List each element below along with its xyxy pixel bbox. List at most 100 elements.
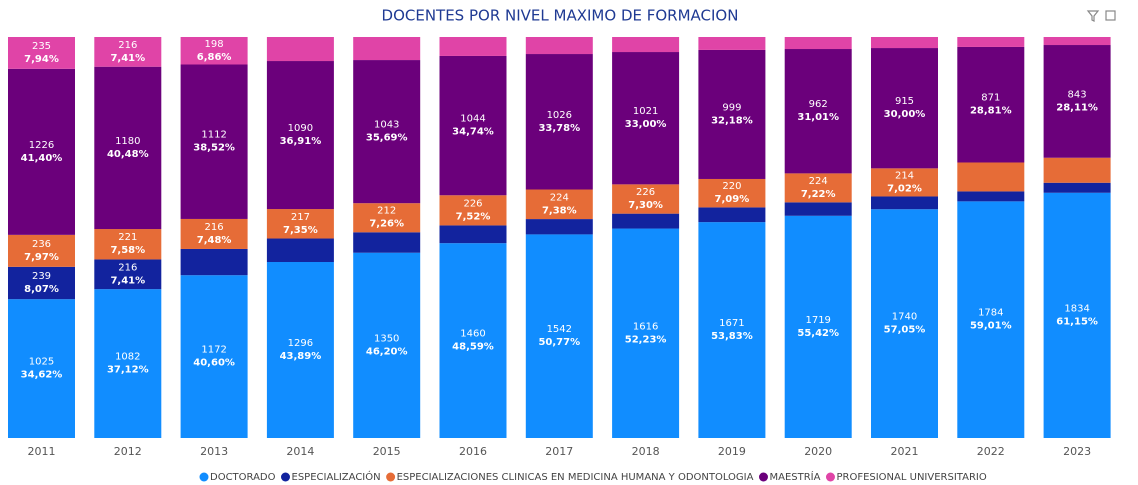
legend-marker <box>281 472 290 482</box>
percent-label: 7,38% <box>542 205 577 216</box>
data-label: 235 <box>32 41 51 52</box>
bar-segment <box>612 228 680 438</box>
data-label: 224 <box>809 176 828 187</box>
bar-segment <box>8 68 75 235</box>
percent-label: 7,94% <box>24 54 59 65</box>
percent-label: 37,12% <box>107 365 149 376</box>
data-label: 1784 <box>978 308 1003 319</box>
x-tick-label: 2012 <box>114 445 142 458</box>
bar-segment <box>94 66 162 230</box>
percent-label: 31,01% <box>797 112 839 123</box>
data-label: 224 <box>550 192 569 203</box>
percent-label: 34,62% <box>21 370 63 381</box>
bar-segment <box>353 232 421 253</box>
legend-marker <box>758 472 768 482</box>
percent-label: 7,41% <box>110 53 145 64</box>
bar-segment <box>871 196 938 210</box>
bar-segment <box>784 49 852 174</box>
percent-label: 30,00% <box>884 109 926 120</box>
data-label: 843 <box>1068 89 1087 100</box>
percent-label: 28,81% <box>970 106 1012 117</box>
x-tick-label: 2011 <box>28 445 56 458</box>
x-tick-label: 2020 <box>804 445 832 458</box>
data-label: 221 <box>118 232 137 243</box>
bar-segment <box>784 202 852 216</box>
bar-segment <box>180 275 248 438</box>
bar-segment <box>353 37 421 61</box>
data-label: 226 <box>463 198 482 209</box>
percent-label: 41,40% <box>21 153 63 164</box>
bar-segment <box>180 248 248 276</box>
data-label: 1719 <box>805 315 830 326</box>
percent-label: 40,48% <box>107 149 149 160</box>
data-label: 1616 <box>633 321 658 332</box>
legend-label: DOCTORADO <box>210 472 276 483</box>
bar-segment <box>8 234 75 267</box>
percent-label: 55,42% <box>797 328 839 339</box>
percent-label: 59,01% <box>970 321 1012 332</box>
filter-icon[interactable] <box>1086 10 1100 22</box>
data-label: 1021 <box>633 106 658 117</box>
data-label: 220 <box>722 181 741 192</box>
data-label: 1112 <box>201 130 226 141</box>
bar-segment <box>266 209 334 239</box>
bar-segment <box>871 48 938 169</box>
data-label: 217 <box>291 212 310 223</box>
data-label: 1172 <box>201 345 226 356</box>
bar-segment <box>525 234 593 438</box>
bar-segment <box>1043 37 1111 46</box>
chart-title: DOCENTES POR NIVEL MAXIMO DE FORMACION <box>382 7 739 25</box>
x-tick-label: 2015 <box>373 445 401 458</box>
bar-segment <box>698 49 766 179</box>
data-label: 226 <box>636 187 655 198</box>
data-label: 1044 <box>460 114 485 125</box>
data-label: 1460 <box>460 329 485 340</box>
data-label: 216 <box>118 40 137 51</box>
data-label: 216 <box>118 262 137 273</box>
bar-segment <box>698 178 766 208</box>
data-label: 212 <box>377 206 396 217</box>
percent-label: 7,30% <box>628 200 663 211</box>
x-tick-label: 2021 <box>891 445 919 458</box>
bar-segment <box>871 37 938 49</box>
bar-segment <box>439 225 507 244</box>
legend-marker <box>825 472 835 482</box>
percent-label: 61,15% <box>1056 316 1098 327</box>
toolbar[interactable] <box>1086 10 1116 22</box>
percent-label: 43,89% <box>280 351 322 362</box>
data-label: 239 <box>32 271 51 282</box>
x-tick-label: 2023 <box>1063 445 1091 458</box>
percent-label: 7,22% <box>801 189 836 200</box>
bar-segment <box>1043 157 1111 183</box>
percent-label: 7,09% <box>715 194 750 205</box>
legend-marker <box>386 472 396 482</box>
data-label: 999 <box>722 102 741 113</box>
percent-label: 6,86% <box>197 52 232 63</box>
bar-segment <box>957 162 1025 192</box>
bar-segment <box>353 203 421 233</box>
percent-label: 8,07% <box>24 284 59 295</box>
bar-segment <box>8 266 75 300</box>
percent-label: 7,48% <box>197 235 232 246</box>
bar-segment <box>698 37 766 50</box>
data-label: 1090 <box>288 123 313 134</box>
bar-segment <box>439 243 507 438</box>
data-label: 1043 <box>374 120 399 131</box>
percent-label: 53,83% <box>711 331 753 342</box>
percent-label: 7,58% <box>110 245 145 256</box>
x-tick-label: 2016 <box>459 445 487 458</box>
percent-label: 52,23% <box>625 334 667 345</box>
data-label: 871 <box>981 93 1000 104</box>
percent-label: 7,26% <box>369 219 404 230</box>
bar-segment <box>8 299 75 438</box>
percent-label: 7,02% <box>887 183 922 194</box>
bar-segment <box>439 55 507 196</box>
bar-segment <box>957 37 1025 47</box>
data-label: 1542 <box>547 324 572 335</box>
bar-segment <box>612 213 680 229</box>
percent-label: 57,05% <box>884 325 926 336</box>
bar-segment <box>784 215 852 438</box>
focus-icon[interactable] <box>1105 10 1116 21</box>
bar-segment <box>353 60 421 204</box>
bar-segment <box>180 218 248 249</box>
